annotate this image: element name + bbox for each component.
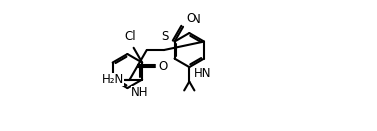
Text: S: S xyxy=(161,30,168,43)
Text: HN: HN xyxy=(194,67,211,80)
Text: H₂N: H₂N xyxy=(102,73,124,86)
Text: NH: NH xyxy=(131,86,149,99)
Text: O: O xyxy=(158,60,167,73)
Text: O: O xyxy=(186,12,195,25)
Text: N: N xyxy=(192,13,201,26)
Text: Cl: Cl xyxy=(125,30,136,43)
